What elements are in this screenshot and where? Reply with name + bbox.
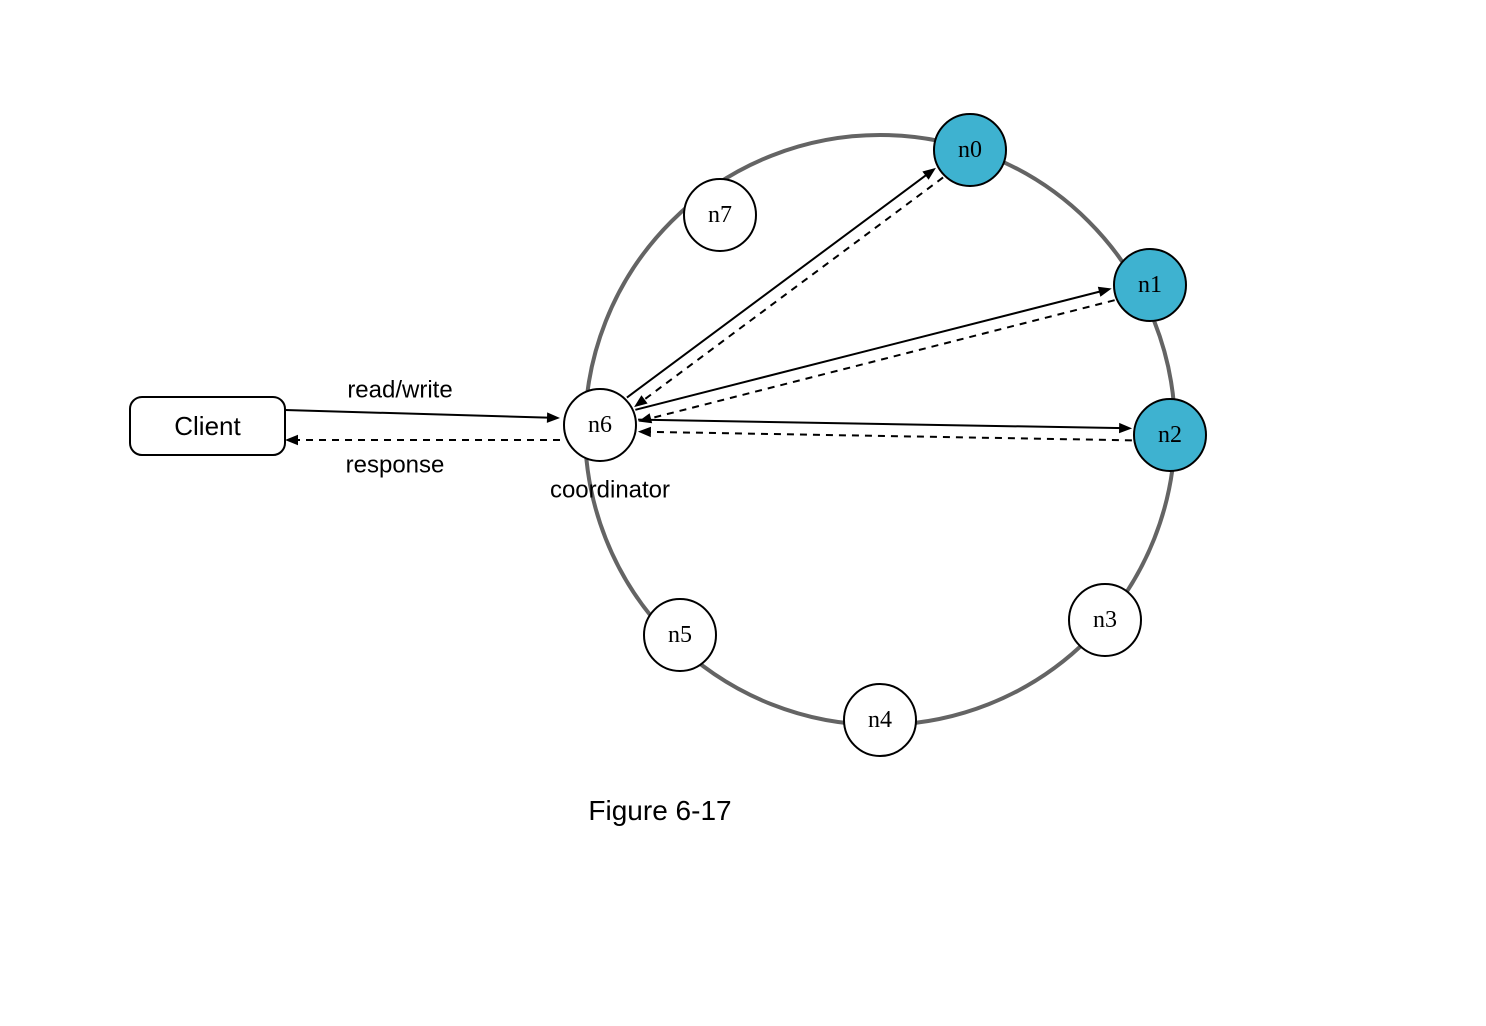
read-write-label: read/write [347,377,452,404]
client-label: Client [174,411,241,441]
node-n7-label: n7 [708,202,732,228]
node-n0-label: n0 [958,137,982,163]
edge-n6-n2-solid [638,420,1124,429]
arrow-head [634,395,648,407]
node-n3-label: n3 [1093,607,1117,633]
arrow-head [1098,287,1112,297]
arrow-head [638,413,652,423]
node-n4-label: n4 [868,707,892,733]
arrow-head [638,427,651,437]
figure-caption: Figure 6-17 [588,795,731,826]
arrow-head [285,435,298,445]
edge-n6-n0-solid [627,173,929,398]
diagram-canvas: Client read/write response n0 n1 n2 n3 n4 n5 n6 n7… [0,0,1486,1026]
node-n5-label: n5 [668,622,692,648]
node-n6-label: n6 [588,412,612,438]
edge-n2-n6-dashed [646,432,1132,441]
node-n2-label: n2 [1158,422,1182,448]
arrow-head [922,168,936,180]
response-label: response [346,452,445,479]
client-to-coordinator-arrow [285,410,552,418]
coordinator-label: coordinator [550,477,670,504]
edge-n1-n6-dashed [646,300,1114,419]
node-n1-label: n1 [1138,272,1162,298]
arrow-head [547,412,560,422]
arrow-head [1119,423,1132,433]
edge-n6-n1-solid [635,291,1103,410]
